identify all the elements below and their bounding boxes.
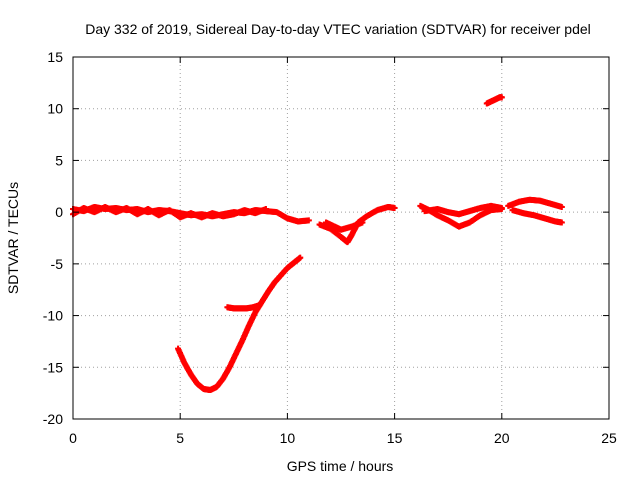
- y-tick-label: 10: [47, 101, 63, 117]
- x-tick-label: 20: [494, 430, 510, 446]
- y-tick-label: -5: [51, 256, 64, 272]
- x-tick-label: 15: [387, 430, 403, 446]
- y-tick-label: -20: [43, 411, 63, 427]
- chart-title: Day 332 of 2019, Sidereal Day-to-day VTE…: [85, 21, 591, 37]
- y-axis-label: SDTVAR / TECUs: [5, 182, 21, 294]
- x-tick-label: 25: [601, 430, 617, 446]
- x-axis-ticks: 0 5 10 15 20 25: [69, 57, 617, 446]
- y-tick-label: 5: [55, 152, 63, 168]
- series-band-e: [509, 207, 565, 226]
- data-point: [558, 203, 565, 210]
- x-tick-label: 10: [280, 430, 296, 446]
- data-point: [256, 302, 263, 309]
- data-point: [297, 254, 304, 261]
- data-points: [70, 94, 565, 394]
- series-band-c2: [322, 219, 366, 233]
- data-point: [262, 206, 269, 213]
- data-point: [305, 217, 312, 224]
- data-point: [359, 219, 366, 226]
- series-band-d: [417, 202, 505, 230]
- y-tick-label: 15: [47, 49, 63, 65]
- x-tick-label: 0: [69, 430, 77, 446]
- y-tick-label: -10: [43, 308, 63, 324]
- x-tick-label: 5: [176, 430, 184, 446]
- y-axis-ticks: -20 -15 -10 -5 0 5 10 15: [43, 49, 609, 427]
- data-point: [498, 94, 505, 101]
- series-isolated: [483, 94, 505, 107]
- y-tick-label: -15: [43, 359, 63, 375]
- y-tick-label: 0: [55, 204, 63, 220]
- grid-lines: [73, 57, 609, 419]
- series-band-d2: [421, 202, 505, 218]
- data-point: [558, 219, 565, 226]
- data-point: [498, 205, 505, 212]
- x-axis-label: GPS time / hours: [287, 458, 394, 474]
- series-dip-curve: [175, 254, 304, 394]
- plot-frame: [72, 56, 610, 420]
- data-point: [391, 205, 398, 212]
- series-band-e2: [505, 196, 565, 210]
- series-short-flat: [224, 302, 263, 312]
